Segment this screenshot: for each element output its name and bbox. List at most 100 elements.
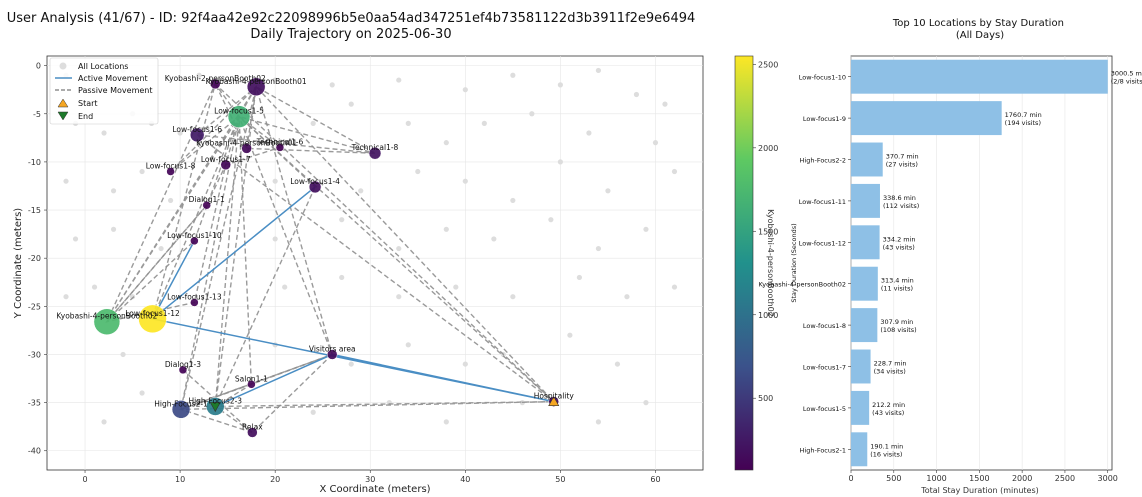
background-location-point [272,236,278,242]
y-tick-label: 0 [36,62,41,71]
bar-value-label: 313.4 min [881,277,914,285]
location-point [326,349,338,360]
background-location-point [481,120,487,126]
background-location-point [396,245,402,252]
background-location-point [671,284,678,290]
background-location-point [529,111,535,117]
y-tick-label: -5 [33,110,41,119]
background-location-point [329,82,335,88]
background-location-point [443,419,449,425]
bar-category-label: Low-focus1-9 [803,115,846,123]
location-label: Low-focus1-4 [290,177,340,186]
location-point [308,180,322,194]
passive-movement-line [178,116,333,434]
passive-movement-line [151,85,555,410]
location-label: Hospitality [534,392,575,401]
location-label: Technical1-6 [256,137,304,146]
background-location-point [339,274,345,281]
background-location-point [557,159,563,165]
location-label: Low-focus1-6 [172,125,222,134]
location-label: Kyobashi-4-personBooth02 [56,312,157,321]
bar-category-label: Low-focus1-11 [799,198,846,206]
location-point [190,236,199,246]
background-location-point [491,236,497,242]
bar-x-ticks: 0 500 1000 1500 2000 2500 3000 [848,470,1118,483]
background-location-point [310,120,316,126]
colorbar: 500 1000 1500 2000 2500 Kyobashi-4-personBoo… [734,55,778,471]
location-point [190,298,199,307]
background-location-point [91,284,98,290]
bar-y-axis-label: Stay Duration (Seconds) [790,223,798,302]
location-point [93,308,121,335]
legend: All Locations Active Movement Passive Mo… [49,57,159,125]
colorbar-tick-label: 2000 [758,144,778,153]
figure-subtitle: Daily Trajectory on 2025-06-30 [250,27,451,42]
colorbar-tick-label: 1000 [758,311,778,320]
location-label: Kyobashi-4-personBooth01 [196,138,297,147]
y-tick-label: -15 [28,206,41,215]
location-point [241,143,252,154]
passive-movement-lines [105,82,555,434]
bar-x-tick-label: 0 [848,474,853,483]
y-tick-label: -35 [28,399,41,408]
location-label: Kyobashi-4-personBooth01 [206,77,307,86]
background-location-point [652,140,659,146]
colorbar-ticks: 500 1000 1500 2000 2500 [753,60,778,403]
bar-x-tick-label: 1000 [926,474,946,483]
location-label: Relax [242,422,263,431]
bar-visits-label: (43 visits) [872,409,904,417]
background-location-point [595,67,602,74]
location-label: Low-focus1-8 [146,162,196,171]
location-point [275,143,285,152]
bar [851,390,870,425]
location-point [189,127,205,143]
location-point [171,400,191,419]
background-location-point [462,361,468,367]
bar-value-label: 228.7 min [874,360,907,368]
bar-x-axis-label: Total Stay Duration (minutes) [920,486,1039,495]
location-point [247,380,256,389]
location-point [138,304,167,334]
background-location-point [633,91,640,98]
background-location-point [643,226,649,232]
background-location-point [167,197,174,204]
background-location-point [282,284,288,290]
x-tick-label: 10 [175,475,185,484]
background-location-point [396,77,402,83]
bar-value-label: 190.1 min [870,442,903,450]
colorbar-tick-label: 1500 [758,227,778,236]
x-tick-label: 50 [555,475,565,484]
y-axis-label: Y Coordinate (meters) [13,208,24,319]
stay-duration-bar-chart: Top 10 Locations by Stay Duration (All D… [759,18,1142,495]
y-tick-label: -25 [28,302,41,311]
location-label: Dialog1-1 [189,195,225,204]
location-label: High-Focus2-1 [154,399,208,408]
trajectory-plot: Kyobashi-2-personBooth02Kyobashi-4-perso… [13,55,704,495]
bar-value-label: 334.2 min [883,235,916,243]
bar [851,59,1108,94]
bar-value-label: 338.6 min [883,194,916,202]
location-label: Low-focus1-12 [125,309,180,318]
location-point [178,365,188,375]
background-location-point [72,236,79,242]
y-tick-label: -40 [28,447,41,456]
bar-x-tick-label: 3000 [1098,474,1118,483]
colorbar-gradient [734,55,754,471]
bar-visits-label: (11 visits) [881,285,913,293]
bar-value-label: 307.9 min [880,318,913,326]
legend-label-end: End [78,112,93,121]
location-label: Technical1-8 [351,143,399,152]
background-location-point [348,361,354,367]
bar-category-label: High-Focus2-2 [800,157,846,165]
background-location-point [139,390,145,396]
bar-chart-title-line2: (All Days) [956,30,1004,41]
visited-locations [93,77,559,438]
x-tick-label: 40 [460,475,470,484]
background-location-point [158,245,164,252]
location-point [246,77,266,97]
location-point [210,78,221,90]
background-location-point [576,274,583,281]
y-axis-ticks: 0 -5 -10 -15 -20 -25 -30 -35 -40 [28,62,47,456]
background-location-point [510,294,516,300]
bar-category-label: Low-focus1-10 [799,74,846,82]
